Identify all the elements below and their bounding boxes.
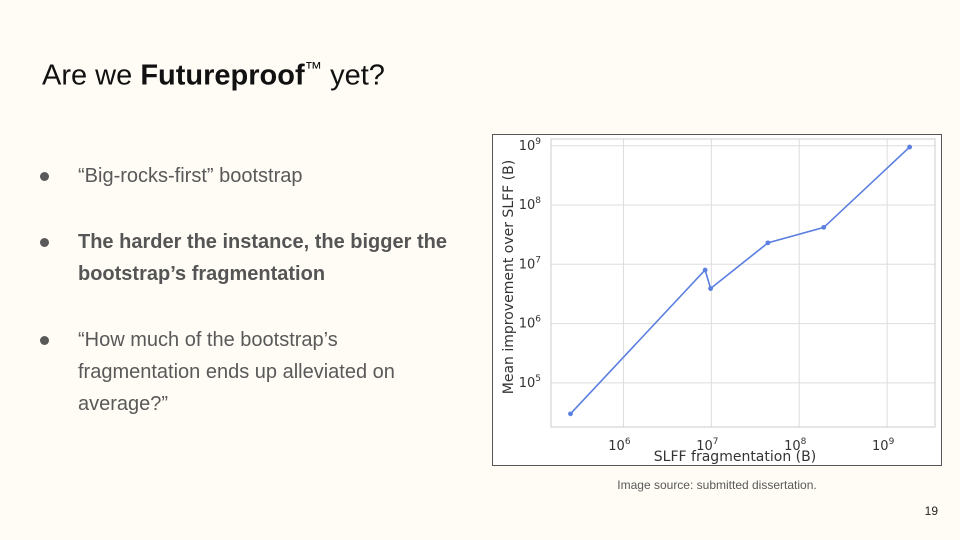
- x-tick-exponent: 8: [801, 437, 807, 447]
- x-axis-label: SLFF fragmentation (B): [654, 449, 816, 465]
- plot-area-frame: [550, 138, 936, 428]
- data-point: [821, 224, 827, 230]
- title-pre: Are we: [42, 59, 141, 92]
- page-number: 19: [924, 504, 938, 518]
- image-caption: Image source: submitted dissertation.: [617, 478, 817, 492]
- title-trademark: ™: [304, 58, 323, 78]
- data-point: [765, 240, 771, 246]
- y-tick-label: 105: [519, 374, 541, 391]
- series-line: [569, 146, 911, 415]
- data-point: [907, 144, 913, 150]
- y-tick-exponent: 8: [535, 196, 541, 206]
- data-point: [702, 267, 708, 273]
- y-tick-exponent: 7: [535, 255, 541, 265]
- bullet-list: “Big-rocks-first” bootstrap The harder t…: [40, 160, 460, 454]
- y-tick-label: 108: [519, 196, 542, 213]
- x-tick-exponent: 7: [713, 437, 719, 447]
- bullet-item-2: The harder the instance, the bigger the …: [40, 226, 460, 290]
- chart-grid: [551, 139, 935, 427]
- bullet-dot-icon: [40, 238, 49, 247]
- title-bold: Futureproof: [140, 59, 305, 92]
- bullet-text-2: The harder the instance, the bigger the …: [78, 231, 447, 285]
- data-point: [568, 411, 573, 417]
- bullet-text-1: “Big-rocks-first” bootstrap: [78, 165, 303, 187]
- y-tick-label: 109: [519, 137, 542, 154]
- bullet-dot-icon: [40, 336, 49, 345]
- bullet-text-3: “How much of the bootstrap’s fragmentati…: [78, 329, 395, 415]
- y-axis-label: Mean improvement over SLFF (B): [501, 160, 517, 394]
- title-post: yet?: [322, 59, 385, 92]
- chart-frame: 106 107 108 109 105 106 107 108 109 SLFF fragmen…: [492, 134, 942, 466]
- bullet-item-1: “Big-rocks-first” bootstrap: [40, 160, 460, 192]
- y-tick-label: 106: [519, 315, 542, 332]
- x-tick-exponent: 6: [625, 437, 631, 447]
- bullet-dot-icon: [40, 172, 49, 181]
- data-point: [708, 286, 713, 291]
- x-tick-label: 109: [872, 437, 895, 454]
- y-tick-label: 107: [519, 255, 541, 272]
- y-tick-exponent: 9: [535, 137, 541, 147]
- x-tick-exponent: 9: [889, 437, 895, 447]
- x-tick-label: 106: [608, 437, 631, 454]
- bullet-item-3: “How much of the bootstrap’s fragmentati…: [40, 324, 460, 420]
- chart-series: [568, 144, 913, 417]
- slide-title: Are we Futureproof™ yet?: [42, 58, 385, 93]
- y-tick-exponent: 5: [535, 374, 541, 384]
- y-tick-exponent: 6: [535, 315, 541, 325]
